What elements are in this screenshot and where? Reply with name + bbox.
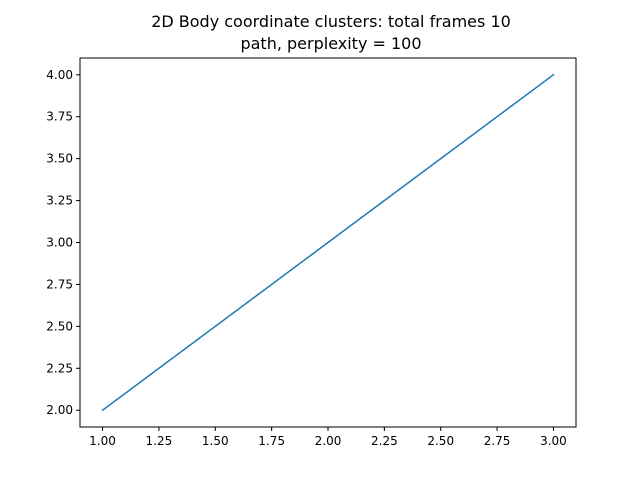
y-tick-label: 2.75 xyxy=(46,277,73,291)
y-tick-label: 3.25 xyxy=(46,194,73,208)
chart-title-line-2: path, perplexity = 100 xyxy=(240,34,421,53)
x-tick-label: 2.75 xyxy=(484,434,511,448)
y-axis-ticks: 2.00 2.25 2.50 2.75 3.00 3.25 3.50 3.75 4.00 xyxy=(46,68,80,417)
y-tick-label: 3.75 xyxy=(46,110,73,124)
series-line xyxy=(101,73,555,412)
x-tick-label: 2.50 xyxy=(427,434,454,448)
x-tick-label: 2.25 xyxy=(371,434,398,448)
x-axis-ticks: 1.00 1.25 1.50 1.75 2.00 2.25 2.50 2.75 3.00 xyxy=(89,427,567,448)
chart-title-line-1: 2D Body coordinate clusters: total frame… xyxy=(151,12,511,31)
series-layer xyxy=(101,73,555,412)
y-tick-label: 3.50 xyxy=(46,152,73,166)
y-tick-label: 3.00 xyxy=(46,236,73,250)
y-tick-label: 2.25 xyxy=(46,361,73,375)
x-tick-label: 1.25 xyxy=(146,434,173,448)
x-tick-label: 1.00 xyxy=(89,434,116,448)
x-tick-label: 2.00 xyxy=(315,434,342,448)
x-tick-label: 1.50 xyxy=(202,434,229,448)
y-tick-label: 2.50 xyxy=(46,319,73,333)
plot-frame xyxy=(79,57,577,428)
y-tick-label: 4.00 xyxy=(46,68,73,82)
x-tick-label: 3.00 xyxy=(540,434,567,448)
x-tick-label: 1.75 xyxy=(258,434,285,448)
y-tick-label: 2.00 xyxy=(46,403,73,417)
